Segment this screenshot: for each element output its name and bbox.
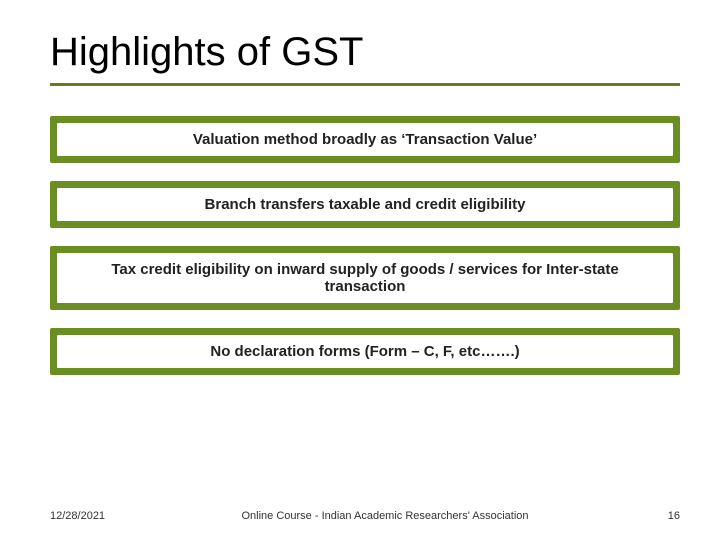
highlight-box: No declaration forms (Form – C, F, etc……… — [50, 328, 680, 375]
slide: Highlights of GST Valuation method broad… — [0, 0, 720, 540]
footer-page: 16 — [640, 510, 680, 522]
highlight-text: Valuation method broadly as ‘Transaction… — [56, 122, 674, 157]
title-block: Highlights of GST — [50, 30, 680, 86]
title-underline — [50, 83, 680, 86]
highlight-box: Valuation method broadly as ‘Transaction… — [50, 116, 680, 163]
highlight-boxes: Valuation method broadly as ‘Transaction… — [50, 116, 680, 375]
highlight-text: Branch transfers taxable and credit elig… — [56, 187, 674, 222]
slide-title: Highlights of GST — [50, 30, 680, 81]
highlight-text: Tax credit eligibility on inward supply … — [56, 252, 674, 304]
highlight-box: Branch transfers taxable and credit elig… — [50, 181, 680, 228]
footer-date: 12/28/2021 — [50, 510, 130, 522]
highlight-box: Tax credit eligibility on inward supply … — [50, 246, 680, 310]
footer-center: Online Course - Indian Academic Research… — [130, 510, 640, 522]
footer: 12/28/2021 Online Course - Indian Academ… — [50, 510, 680, 522]
highlight-text: No declaration forms (Form – C, F, etc……… — [56, 334, 674, 369]
